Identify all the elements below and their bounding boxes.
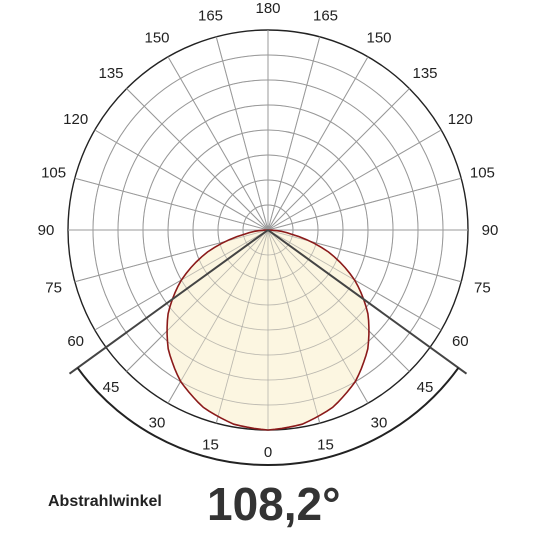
beam-angle-lines	[68, 229, 468, 466]
angle-label-15: 15	[202, 436, 219, 453]
angle-label-30: 30	[371, 414, 388, 431]
beam-angle-label: Abstrahlwinkel	[48, 493, 162, 510]
angle-label-45: 45	[417, 379, 434, 396]
angle-label-165: 165	[198, 8, 223, 25]
angle-labels: 0 15 15 30 30 45 45 60 60 75 75 90 90 105 105 120 120 135…	[38, 0, 499, 461]
angle-label-60: 60	[452, 333, 469, 350]
angle-label-150: 150	[144, 30, 169, 47]
grid-spoke-overlay	[215, 36, 269, 231]
angle-label-135: 135	[412, 65, 437, 82]
grid-spoke-overlay	[267, 129, 442, 231]
grid-spoke-overlay	[126, 88, 269, 231]
grid-spoke-overlay	[74, 177, 269, 231]
angle-label-45: 45	[103, 379, 120, 396]
angle-label-120: 120	[63, 111, 88, 128]
angle-label-120: 120	[448, 111, 473, 128]
angle-label-165: 165	[313, 8, 338, 25]
angle-label-105: 105	[41, 165, 66, 182]
grid-spoke-overlay	[267, 88, 410, 231]
angle-label-180: 180	[255, 0, 280, 17]
beam-angle-value: 108,2°	[207, 478, 341, 530]
grid-spoke-overlay	[215, 229, 269, 424]
angle-label-0: 0	[264, 444, 272, 461]
angle-label-60: 60	[67, 333, 84, 350]
angle-label-15: 15	[317, 436, 334, 453]
angle-label-150: 150	[366, 30, 391, 47]
angle-label-90: 90	[482, 222, 499, 239]
grid-spoke-overlay	[267, 229, 369, 404]
angle-label-135: 135	[98, 65, 123, 82]
light-distribution-curve	[68, 30, 468, 431]
grid-spoke-overlay	[267, 36, 321, 231]
angle-label-75: 75	[45, 280, 62, 297]
grid-spoke-overlay	[126, 229, 269, 372]
angle-label-30: 30	[149, 414, 166, 431]
angle-label-105: 105	[470, 165, 495, 182]
grid-spoke-overlay	[267, 229, 321, 424]
grid-spoke-overlay	[74, 229, 269, 283]
grid-spoke-overlay	[94, 129, 269, 231]
grid-spoke-overlay	[267, 177, 462, 231]
grid-spoke-overlay	[267, 56, 369, 231]
grid-spoke-overlay	[267, 229, 462, 283]
grid-spoke-overlay	[167, 56, 269, 231]
beam-line-right	[267, 229, 468, 375]
grid-spoke-overlay	[167, 229, 269, 404]
beam-line-left	[68, 229, 269, 375]
grid-spoke-overlay	[267, 229, 410, 372]
angle-label-90: 90	[38, 222, 55, 239]
beam-arc	[76, 367, 460, 466]
angle-label-75: 75	[474, 280, 491, 297]
curve-outline	[166, 229, 370, 431]
